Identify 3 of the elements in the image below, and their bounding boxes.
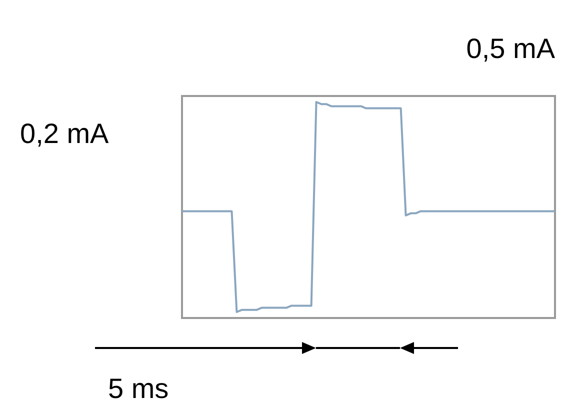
text: 0,2 mA: [20, 118, 110, 149]
text: 0,5 mA: [466, 33, 556, 64]
text: 5 ms: [108, 373, 169, 404]
